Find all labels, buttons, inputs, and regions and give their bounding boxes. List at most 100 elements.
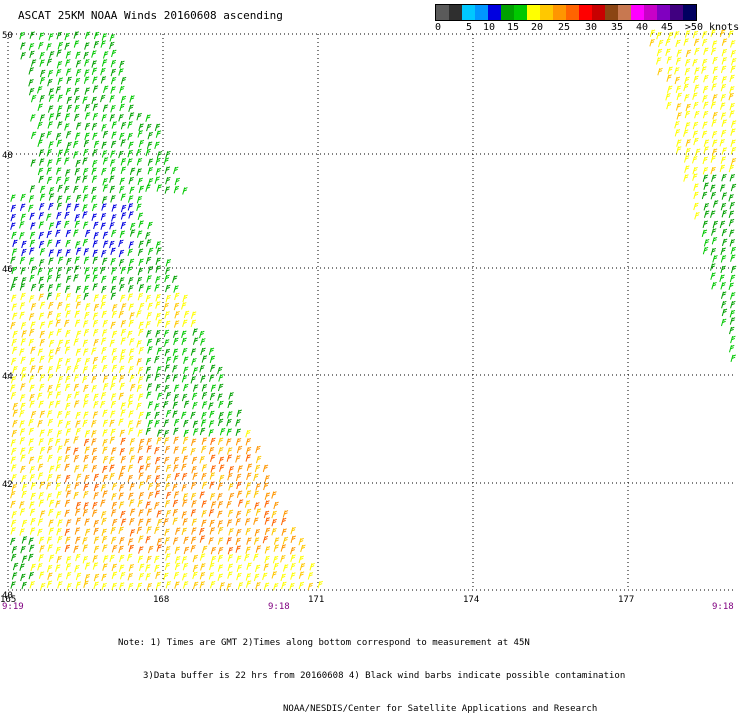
wind-barb <box>73 203 80 211</box>
wind-barb <box>12 562 19 571</box>
wind-barb <box>147 131 153 140</box>
wind-barb <box>84 112 91 120</box>
wind-barb <box>120 166 127 174</box>
wind-barb <box>721 76 727 84</box>
wind-barb <box>237 499 244 507</box>
wind-barb <box>102 319 108 328</box>
wind-barb <box>20 573 26 582</box>
wind-barb <box>165 581 172 589</box>
lon-label: 165 <box>0 595 16 605</box>
wind-barb <box>145 463 151 471</box>
wind-barb <box>93 31 100 40</box>
wind-barb <box>147 482 154 491</box>
wind-barb <box>210 454 216 463</box>
wind-barb <box>201 481 208 490</box>
wind-barb <box>128 104 134 113</box>
wind-barb <box>48 88 54 96</box>
wind-barb <box>280 544 287 552</box>
wind-barb <box>156 247 162 255</box>
wind-barb <box>173 491 180 499</box>
wind-barb <box>47 454 53 463</box>
wind-barb <box>712 255 718 263</box>
wind-barb <box>120 212 127 220</box>
wind-barb <box>30 321 36 329</box>
wind-barb <box>165 473 172 482</box>
wind-barb <box>65 275 72 284</box>
wind-barb <box>236 555 242 563</box>
wind-barb <box>64 303 71 311</box>
wind-barb <box>110 509 117 517</box>
wind-barb <box>710 247 717 256</box>
wind-barb <box>91 464 98 473</box>
wind-barb <box>172 330 179 338</box>
wind-barb <box>84 31 91 39</box>
wind-barb <box>290 526 296 535</box>
wind-barb <box>300 544 306 553</box>
wind-barb <box>39 193 46 201</box>
wind-barb <box>190 348 197 356</box>
wind-barb <box>129 499 135 507</box>
wind-barb <box>199 527 205 536</box>
wind-barb <box>227 563 234 572</box>
wind-barb <box>145 366 152 374</box>
wind-barb <box>145 374 152 382</box>
wind-barb <box>253 517 259 525</box>
wind-barb <box>127 538 134 546</box>
wind-barb <box>730 50 737 58</box>
wind-barb <box>693 191 699 200</box>
wind-barb <box>28 79 34 87</box>
wind-barb <box>120 303 127 311</box>
wind-barb <box>75 536 81 544</box>
wind-barb <box>111 276 117 284</box>
wind-barb <box>183 383 189 392</box>
wind-barb <box>120 349 126 357</box>
wind-barb <box>164 562 171 571</box>
wind-barb <box>128 492 134 501</box>
wind-barb <box>29 274 35 283</box>
wind-barb <box>12 330 18 339</box>
wind-barb <box>190 447 196 456</box>
scale-swatch <box>488 5 501 20</box>
wind-barb <box>164 320 171 329</box>
wind-barb <box>10 204 17 213</box>
scale-swatch <box>553 5 566 20</box>
wind-barb <box>65 51 72 59</box>
wind-barb <box>729 309 736 318</box>
wind-barb <box>120 76 127 85</box>
wind-barb <box>111 447 117 455</box>
wind-barb <box>262 535 269 544</box>
wind-barb <box>228 492 235 501</box>
wind-barb <box>57 301 63 310</box>
wind-barb <box>262 572 268 581</box>
wind-barb <box>181 446 187 455</box>
wind-barb <box>75 294 82 303</box>
wind-speed-scale: 0 5 10 15 20 25 30 35 40 45 >50 knots <box>435 4 739 33</box>
wind-barb <box>675 103 682 111</box>
wind-barb <box>65 365 72 374</box>
wind-barb <box>93 573 100 582</box>
wind-barb <box>702 174 709 183</box>
wind-speed-scale-ticks: 0 5 10 15 20 25 30 35 40 45 >50 knots <box>435 21 739 33</box>
wind-barb <box>37 348 44 356</box>
wind-barb <box>719 139 725 147</box>
wind-barb <box>75 473 82 482</box>
wind-barb <box>271 527 277 536</box>
wind-barb <box>307 582 314 591</box>
wind-barb <box>156 544 163 552</box>
wind-barb <box>73 374 80 382</box>
wind-barb <box>712 220 719 229</box>
wind-barb <box>146 582 153 591</box>
wind-barb <box>138 572 145 581</box>
wind-barb <box>56 430 63 438</box>
wind-barb <box>12 419 18 428</box>
wind-barb <box>181 511 187 519</box>
wind-barb <box>145 455 152 464</box>
wind-barb <box>138 518 144 526</box>
wind-barb <box>83 139 90 148</box>
wind-barb <box>120 510 126 519</box>
wind-barb <box>155 383 161 392</box>
wind-barb <box>703 47 709 55</box>
wind-barb <box>729 317 736 325</box>
wind-barb <box>129 374 135 383</box>
time-label: 9:18 <box>268 602 290 612</box>
